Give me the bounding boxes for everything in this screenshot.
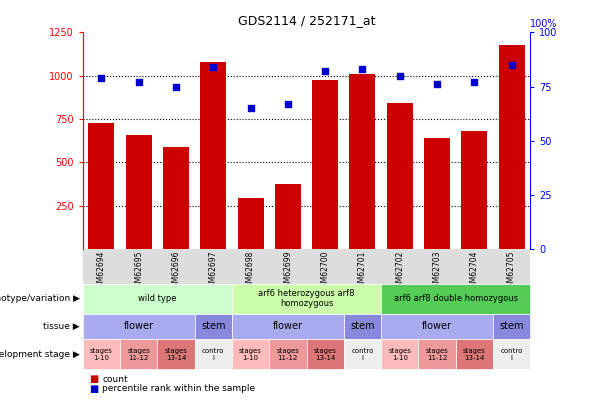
Text: arf6 arf8 double homozygous: arf6 arf8 double homozygous [394,294,518,303]
Text: count: count [102,375,128,384]
Bar [498,45,525,249]
Bar [200,62,226,249]
Bar [126,135,152,249]
Text: flower: flower [124,322,154,331]
Text: stages
11-12: stages 11-12 [425,347,449,361]
Point [432,81,442,87]
Text: contro
l: contro l [351,347,374,361]
Bar [312,80,338,249]
Bar [163,147,189,249]
Point [96,75,106,81]
Text: stages
13-14: stages 13-14 [463,347,485,361]
Point [283,101,293,107]
Text: wild type: wild type [138,294,177,303]
Text: ■: ■ [89,384,98,394]
Point [320,68,330,75]
Text: flower: flower [273,322,303,331]
Point [470,79,479,85]
Text: contro
l: contro l [500,347,523,361]
Text: stem: stem [500,322,524,331]
Text: stages
13-14: stages 13-14 [164,347,188,361]
Text: stem: stem [201,322,226,331]
Point [208,64,218,70]
Point [171,83,181,90]
Text: GDS2114 / 252171_at: GDS2114 / 252171_at [238,14,375,27]
Text: 100%: 100% [530,19,558,29]
Bar [88,123,115,249]
Bar [461,131,487,249]
Point [357,66,367,72]
Text: stages
11-12: stages 11-12 [128,347,150,361]
Point [507,62,517,68]
Text: contro
l: contro l [202,347,224,361]
Text: stages
11-12: stages 11-12 [276,347,299,361]
Text: stages
1-10: stages 1-10 [388,347,411,361]
Text: ■: ■ [89,375,98,384]
Point [134,79,143,85]
Text: stages
1-10: stages 1-10 [90,347,113,361]
Point [246,105,256,111]
Point [395,72,405,79]
Text: development stage ▶: development stage ▶ [0,350,80,359]
Bar [349,74,376,249]
Text: arf6 heterozygous arf8
homozygous: arf6 heterozygous arf8 homozygous [258,289,355,308]
Text: tissue ▶: tissue ▶ [43,322,80,331]
Bar [424,138,450,249]
Text: percentile rank within the sample: percentile rank within the sample [102,384,256,393]
Text: stem: stem [350,322,375,331]
Text: genotype/variation ▶: genotype/variation ▶ [0,294,80,303]
Bar [387,103,413,249]
Bar [237,198,264,249]
Text: flower: flower [422,322,452,331]
Bar [275,184,301,249]
Text: stages
13-14: stages 13-14 [314,347,337,361]
Text: stages
1-10: stages 1-10 [239,347,262,361]
